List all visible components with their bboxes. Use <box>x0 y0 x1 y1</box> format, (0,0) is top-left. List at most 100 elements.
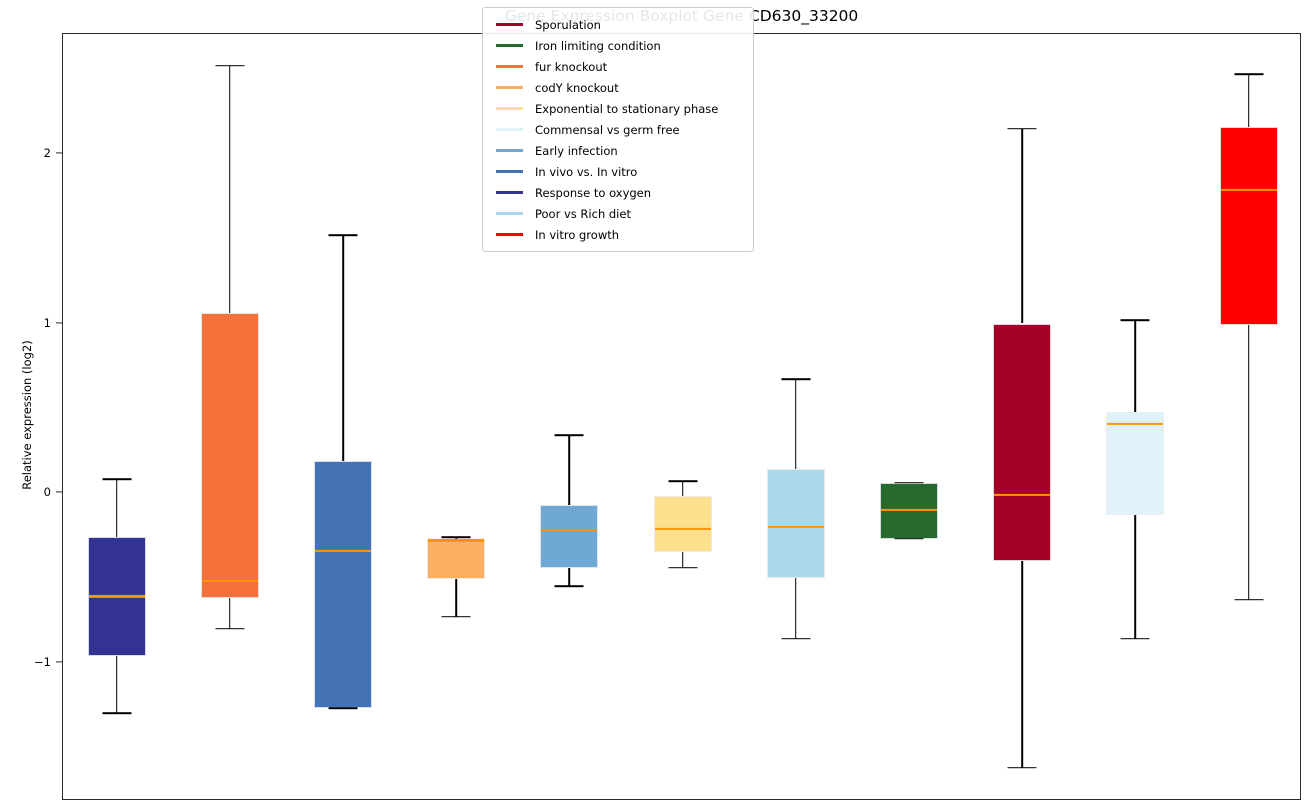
lower-whisker-cap <box>668 566 698 569</box>
legend-item: In vivo vs. In vitro <box>491 161 745 182</box>
lower-whisker-cap <box>554 585 584 588</box>
legend-label: Commensal vs germ free <box>535 122 680 137</box>
legend-item: codY knockout <box>491 77 745 98</box>
legend-item: Exponential to stationary phase <box>491 98 745 119</box>
legend-item: Response to oxygen <box>491 182 745 203</box>
y-tick-mark <box>56 321 62 324</box>
lower-whisker <box>568 567 571 587</box>
y-tick-label: 2 <box>43 146 51 160</box>
y-axis-label: Relative expression (log2) <box>20 340 34 490</box>
upper-whisker-cap <box>894 482 924 484</box>
lower-whisker-cap <box>894 537 924 540</box>
box <box>993 323 1052 561</box>
lower-whisker <box>1247 325 1250 600</box>
upper-whisker <box>795 379 797 470</box>
median-line <box>315 549 371 552</box>
legend-color-swatch <box>496 233 523 236</box>
legend-label: Exponential to stationary phase <box>535 101 719 116</box>
legend-label: Response to oxygen <box>535 185 652 200</box>
legend-color-swatch <box>496 149 523 152</box>
upper-whisker <box>1021 128 1023 324</box>
legend-item: Early infection <box>491 140 745 161</box>
median-line <box>428 539 485 542</box>
lower-whisker <box>229 598 231 629</box>
lower-whisker-cap <box>441 615 471 618</box>
upper-whisker <box>568 435 571 505</box>
legend-label: Iron limiting condition <box>535 38 661 53</box>
box <box>653 496 712 553</box>
legend: Sporulation Iron limiting condition fur kn… <box>482 7 754 252</box>
lower-whisker-cap <box>102 712 132 715</box>
upper-whisker <box>681 481 684 497</box>
legend-label: fur knockout <box>535 59 608 74</box>
lower-whisker-cap <box>1007 766 1037 769</box>
box <box>766 469 825 578</box>
upper-whisker <box>1247 74 1250 127</box>
legend-label: Sporulation <box>535 17 601 32</box>
box <box>540 504 599 568</box>
lower-whisker <box>795 577 797 639</box>
box <box>200 313 259 599</box>
lower-whisker <box>1021 560 1023 768</box>
upper-whisker-cap <box>328 234 358 237</box>
upper-whisker-cap <box>1007 127 1037 130</box>
lower-whisker <box>681 552 684 568</box>
upper-whisker-cap <box>781 378 811 381</box>
legend-color-swatch <box>496 170 523 173</box>
legend-item: fur knockout <box>491 56 745 77</box>
y-tick-mark <box>56 660 62 663</box>
box <box>314 460 372 709</box>
y-tick-mark <box>56 152 62 154</box>
upper-whisker-cap <box>441 536 471 538</box>
upper-whisker <box>455 537 457 539</box>
legend-item: In vitro growth <box>491 224 745 245</box>
upper-whisker-cap <box>668 480 698 482</box>
upper-whisker <box>229 65 231 314</box>
legend-item: Commensal vs germ free <box>491 119 745 140</box>
lower-whisker-cap <box>328 707 358 710</box>
legend-color-swatch <box>496 128 523 131</box>
upper-whisker <box>115 479 118 538</box>
median-line <box>881 508 937 512</box>
lower-whisker-cap <box>1120 637 1150 640</box>
upper-whisker <box>342 235 344 461</box>
median-line <box>201 580 258 583</box>
legend-label: Early infection <box>535 143 618 158</box>
median-line <box>994 493 1051 496</box>
legend-label: Poor vs Rich diet <box>535 206 631 221</box>
legend-item: Sporulation <box>491 14 745 35</box>
lower-whisker-cap <box>1234 598 1264 601</box>
y-tick-label: 0 <box>43 485 51 499</box>
lower-whisker <box>455 579 457 617</box>
legend-color-swatch <box>496 107 523 110</box>
y-tick-label: 1 <box>43 315 51 330</box>
median-line <box>767 525 824 528</box>
box <box>427 538 486 580</box>
legend-color-swatch <box>496 212 523 215</box>
median-line <box>541 529 598 532</box>
upper-whisker <box>1134 320 1137 412</box>
upper-whisker-cap <box>102 478 132 481</box>
legend-color-swatch <box>496 65 523 68</box>
lower-whisker <box>115 655 118 714</box>
y-tick-label: −1 <box>34 654 51 669</box>
lower-whisker <box>1134 515 1137 639</box>
upper-whisker-cap <box>1234 73 1264 76</box>
median-line <box>654 527 711 530</box>
legend-item: Iron limiting condition <box>491 35 745 56</box>
median-line <box>1220 188 1277 191</box>
box <box>1106 411 1165 516</box>
median-line <box>1107 422 1164 425</box>
legend-item: Poor vs Rich diet <box>491 203 745 224</box>
upper-whisker-cap <box>554 434 584 437</box>
legend-color-swatch <box>496 23 523 26</box>
plot-area <box>62 33 1301 800</box>
upper-whisker-cap <box>215 65 245 67</box>
upper-whisker-cap <box>1120 319 1150 321</box>
legend-label: In vitro growth <box>535 227 620 242</box>
y-tick-mark <box>56 491 62 493</box>
median-line <box>88 595 145 598</box>
legend-color-swatch <box>496 44 523 47</box>
lower-whisker-cap <box>781 637 811 640</box>
